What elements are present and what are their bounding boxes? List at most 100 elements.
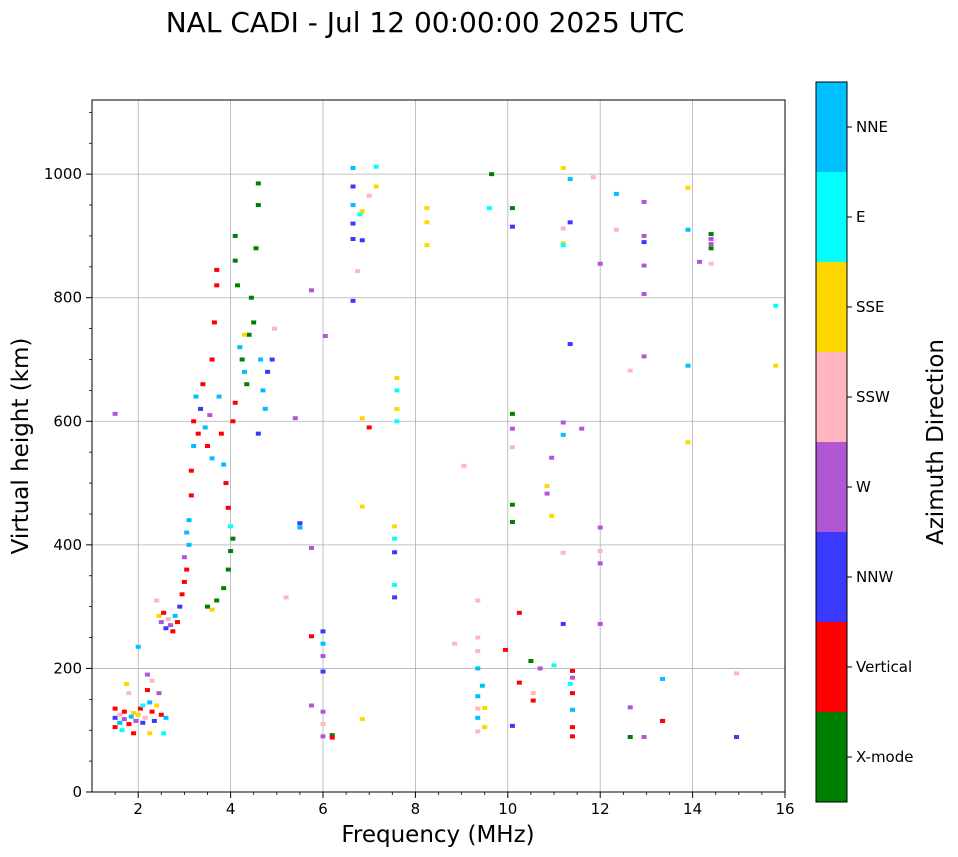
data-point <box>149 709 155 714</box>
data-point <box>161 731 167 736</box>
data-point <box>112 411 118 416</box>
data-point <box>708 246 714 251</box>
colorbar-tick-label: E <box>856 208 865 226</box>
data-point <box>135 644 141 649</box>
data-point <box>452 641 458 646</box>
data-point <box>392 524 398 529</box>
data-point <box>660 718 666 723</box>
data-point <box>209 357 215 362</box>
data-point <box>205 444 210 448</box>
colorbar-tick-label: SSW <box>856 388 890 406</box>
data-point <box>181 555 187 560</box>
data-point <box>181 579 187 584</box>
data-point <box>359 209 365 214</box>
data-point <box>112 725 118 730</box>
data-point <box>269 357 275 362</box>
data-point <box>232 233 238 238</box>
data-point <box>135 712 141 717</box>
data-point <box>297 525 303 530</box>
data-point <box>359 504 365 509</box>
data-point <box>191 419 197 424</box>
colorbar-segment <box>816 262 847 352</box>
data-point <box>509 502 515 507</box>
data-point <box>260 388 266 393</box>
data-point <box>320 641 326 646</box>
data-point <box>509 519 515 524</box>
data-point <box>516 610 522 615</box>
x-tick-label: 4 <box>226 800 236 818</box>
colorbar: X-mode Vertical NNW W SSW SSE E NNE <box>815 81 913 803</box>
data-point <box>163 715 169 720</box>
data-point <box>216 394 222 399</box>
data-point <box>697 259 703 264</box>
data-point <box>597 549 603 554</box>
data-point <box>475 598 481 603</box>
colorbar-segment <box>816 82 847 172</box>
data-point <box>569 675 575 680</box>
data-point <box>373 164 379 169</box>
data-point <box>366 193 372 198</box>
data-point <box>241 332 247 337</box>
data-point <box>218 431 224 436</box>
data-point <box>627 735 633 740</box>
data-point <box>255 203 261 208</box>
data-point <box>708 261 714 266</box>
data-point <box>138 706 144 711</box>
data-point <box>246 332 252 337</box>
data-point <box>733 735 739 740</box>
colorbar-segment <box>816 622 847 712</box>
data-point <box>567 681 573 686</box>
data-point <box>202 425 208 430</box>
data-point <box>144 672 150 677</box>
data-point <box>308 703 314 708</box>
data-point <box>482 705 488 710</box>
colorbar-tick-label: X-mode <box>856 748 913 766</box>
x-tick-label: 6 <box>318 800 328 818</box>
colorbar-tick-label: NNE <box>856 118 888 136</box>
data-point <box>516 680 522 685</box>
data-point <box>322 334 328 339</box>
data-point <box>579 426 585 431</box>
data-point <box>394 388 400 393</box>
data-point <box>357 212 363 217</box>
data-point <box>350 298 356 303</box>
x-tick-label: 12 <box>591 800 610 818</box>
data-point <box>708 241 714 246</box>
data-point <box>320 734 326 739</box>
data-point <box>320 629 326 634</box>
data-point <box>590 175 596 180</box>
data-point <box>486 206 492 211</box>
data-point <box>158 712 164 717</box>
data-point <box>475 694 481 699</box>
data-point <box>214 267 220 272</box>
data-point <box>211 320 217 325</box>
data-point <box>142 715 148 720</box>
data-point <box>121 717 127 722</box>
data-point <box>641 735 647 740</box>
data-point <box>320 709 326 714</box>
data-point <box>198 406 204 411</box>
data-point <box>613 191 619 196</box>
data-point <box>126 691 132 696</box>
data-point <box>248 295 254 300</box>
data-point <box>228 549 234 554</box>
data-point <box>350 184 356 189</box>
data-point <box>112 706 118 711</box>
colorbar-segment <box>816 712 847 802</box>
y-tick-label: 200 <box>53 659 82 677</box>
data-point <box>158 620 164 625</box>
colorbar-tick-label: SSE <box>856 298 885 316</box>
data-point <box>149 678 155 683</box>
data-point <box>350 237 356 242</box>
data-point <box>475 706 481 711</box>
data-point <box>251 320 257 325</box>
data-point <box>144 688 150 693</box>
data-point <box>221 462 227 467</box>
x-tick-label: 16 <box>775 800 794 818</box>
data-point <box>244 382 250 387</box>
data-point <box>133 718 139 723</box>
data-point <box>773 363 779 368</box>
colorbar-segment <box>816 442 847 532</box>
data-point <box>258 357 264 362</box>
data-point <box>112 715 118 720</box>
